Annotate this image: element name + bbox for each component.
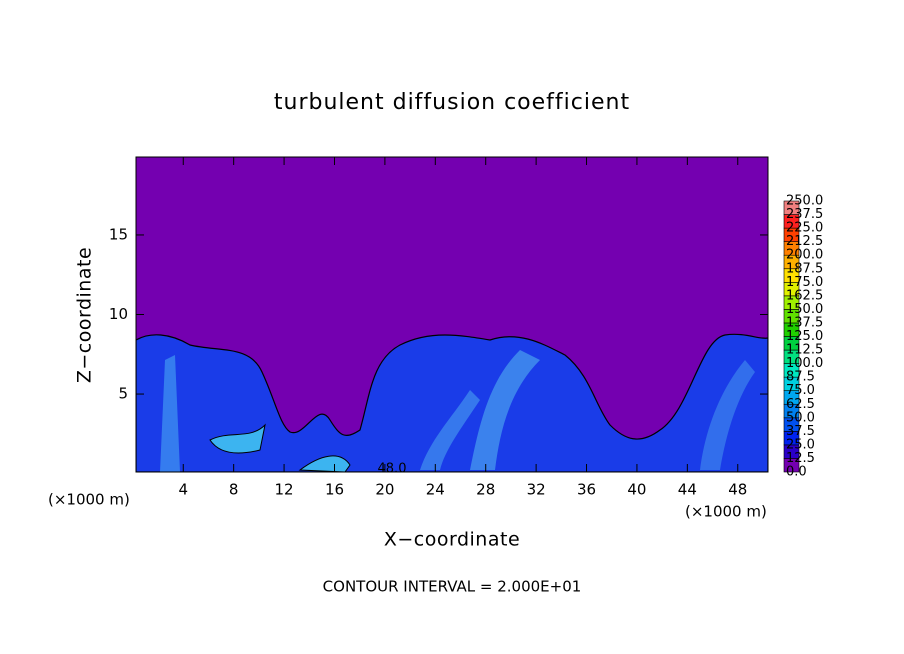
x-tick-label: 16 bbox=[325, 481, 344, 499]
colorbar-label: 175.0 bbox=[786, 275, 823, 290]
x-tick-label: 36 bbox=[577, 481, 596, 499]
field-streak bbox=[420, 390, 480, 470]
contour-label: 48.0 bbox=[378, 462, 407, 477]
colorbar-label: 25.0 bbox=[786, 437, 815, 452]
y-axis-label: Z−coordinate bbox=[74, 247, 96, 383]
field bbox=[136, 333, 768, 472]
colorbar-label: 200.0 bbox=[786, 248, 823, 263]
x-unit-label: (×1000 m) bbox=[685, 503, 767, 521]
field-streak bbox=[160, 355, 180, 472]
x-axis-label: X−coordinate bbox=[384, 529, 520, 551]
x-tick-label: 28 bbox=[476, 481, 495, 499]
x-tick-label: 12 bbox=[275, 481, 294, 499]
colorbar-label: 0.0 bbox=[786, 465, 807, 480]
field-region bbox=[136, 333, 768, 472]
colorbar-label: 137.5 bbox=[786, 315, 823, 330]
x-tick-label: 24 bbox=[426, 481, 445, 499]
chart-title: turbulent diffusion coefficient bbox=[274, 90, 630, 115]
y-tick-label: 10 bbox=[109, 305, 128, 323]
colorbar-label: 162.5 bbox=[786, 288, 823, 303]
colorbar-label: 100.0 bbox=[786, 356, 823, 371]
field-streak bbox=[700, 360, 755, 470]
x-tick-label: 4 bbox=[178, 481, 188, 499]
x-tick-label: 20 bbox=[375, 481, 394, 499]
y-tick-label: 15 bbox=[109, 225, 128, 243]
colorbar-label: 125.0 bbox=[786, 329, 823, 344]
colorbar-label: 62.5 bbox=[786, 397, 815, 412]
x-unit-label: (×1000 m) bbox=[48, 491, 130, 509]
field-streak bbox=[470, 350, 540, 470]
footer: CONTOUR INTERVAL = 2.000E+01 bbox=[323, 578, 582, 596]
colorbar-label: 37.5 bbox=[786, 424, 815, 439]
colorbar-label: 150.0 bbox=[786, 302, 823, 317]
colorbar-label: 12.5 bbox=[786, 451, 815, 466]
colorbar-label: 50.0 bbox=[786, 410, 815, 425]
colorbar-label: 187.5 bbox=[786, 261, 823, 276]
x-tick-label: 44 bbox=[678, 481, 697, 499]
field-streak bbox=[298, 455, 351, 472]
colorbar-label: 112.5 bbox=[786, 343, 823, 358]
y-tick-label: 5 bbox=[118, 385, 128, 403]
colorbar-segment bbox=[783, 200, 800, 215]
x-tick-label: 48 bbox=[728, 481, 747, 499]
x-tick-label: 8 bbox=[229, 481, 239, 499]
colorbar-label: 87.5 bbox=[786, 370, 815, 385]
x-tick-label: 32 bbox=[527, 481, 546, 499]
colorbar-label: 250.0 bbox=[786, 194, 823, 209]
colorbar-label: 212.5 bbox=[786, 234, 823, 249]
colorbar-label: 237.5 bbox=[786, 207, 823, 222]
x-tick-label: 40 bbox=[627, 481, 646, 499]
field-streak bbox=[209, 423, 266, 454]
colorbar-label: 225.0 bbox=[786, 221, 823, 236]
colorbar-label: 75.0 bbox=[786, 383, 815, 398]
